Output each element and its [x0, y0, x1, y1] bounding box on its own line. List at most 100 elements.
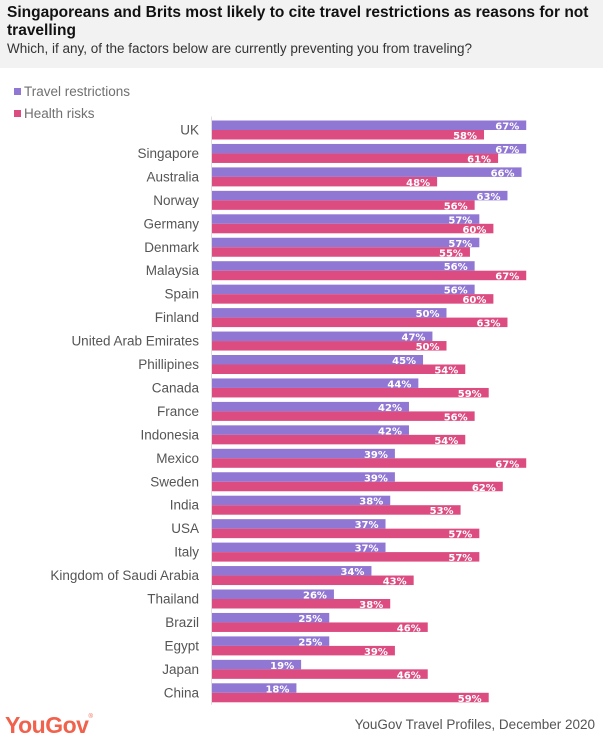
bar-health-risks — [212, 692, 489, 703]
chart-title: Singaporeans and Brits most likely to ci… — [7, 4, 589, 39]
category-label: Finland — [155, 310, 199, 325]
data-label: 50% — [416, 342, 440, 353]
data-label: 63% — [477, 192, 501, 203]
data-label: 18% — [265, 684, 289, 695]
data-label: 39% — [364, 450, 388, 461]
data-label: 54% — [434, 436, 458, 447]
bar-health-risks — [212, 434, 466, 445]
bar-travel-restrictions — [212, 448, 395, 459]
bar-health-risks — [212, 669, 428, 679]
data-label: 38% — [359, 497, 383, 508]
category-label: Phillipines — [138, 357, 199, 372]
bar-health-risks — [212, 645, 395, 656]
data-label: 19% — [270, 661, 294, 672]
data-label: 34% — [341, 567, 365, 578]
bar-travel-restrictions — [212, 612, 330, 623]
category-label: Kingdom of Saudi Arabia — [50, 568, 199, 583]
bar-travel-restrictions — [212, 542, 386, 553]
legend-item-health-risks: Health risks — [14, 102, 130, 124]
category-label: Australia — [146, 169, 199, 184]
data-label: 59% — [458, 389, 482, 400]
bar-health-risks — [212, 317, 508, 328]
bar-travel-restrictions — [212, 495, 391, 506]
data-label: 55% — [439, 248, 463, 259]
data-label: 54% — [434, 366, 458, 377]
category-label: Singapore — [137, 146, 199, 161]
category-label: Sweden — [150, 474, 199, 489]
bar-travel-restrictions — [212, 143, 527, 154]
legend-label: Health risks — [24, 105, 95, 121]
legend-item-travel-restrictions: Travel restrictions — [14, 80, 130, 102]
bar-health-risks — [212, 341, 447, 351]
category-label: United Arab Emirates — [71, 334, 199, 349]
legend-swatch-travel-restrictions — [14, 87, 21, 95]
data-label: 67% — [495, 145, 519, 156]
data-label: 57% — [448, 239, 472, 250]
source-note: YouGov Travel Profiles, December 2020 — [354, 717, 595, 732]
bar-travel-restrictions — [212, 355, 424, 365]
data-label: 26% — [303, 591, 327, 602]
category-label: Brazil — [165, 615, 199, 630]
logo-text: YouGov — [5, 712, 89, 738]
data-label: 56% — [444, 262, 468, 273]
bar-health-risks — [212, 552, 480, 562]
bar-travel-restrictions — [212, 120, 527, 130]
bar-travel-restrictions — [212, 331, 433, 342]
bar-travel-restrictions — [212, 683, 297, 693]
bar-health-risks — [212, 528, 480, 539]
bar-travel-restrictions — [212, 519, 386, 529]
category-label: China — [164, 685, 200, 700]
bar-health-risks — [212, 176, 438, 187]
bar-travel-restrictions — [212, 589, 334, 599]
bar-health-risks — [212, 505, 461, 515]
data-label: 60% — [462, 295, 486, 306]
bar-travel-restrictions — [212, 261, 475, 271]
category-label: Malaysia — [146, 263, 200, 278]
bar-health-risks — [212, 294, 494, 304]
data-label: 56% — [444, 201, 468, 212]
data-label: 37% — [355, 520, 379, 531]
data-label: 66% — [491, 168, 515, 179]
bar-health-risks — [212, 575, 414, 586]
bar-health-risks — [212, 411, 475, 421]
data-label: 42% — [378, 403, 402, 414]
data-label: 48% — [406, 178, 430, 189]
data-label: 50% — [416, 309, 440, 320]
chart-header: Singaporeans and Brits most likely to ci… — [0, 0, 603, 68]
data-label: 67% — [495, 122, 519, 133]
category-label: UK — [180, 123, 199, 138]
data-label: 25% — [298, 637, 322, 648]
data-label: 42% — [378, 426, 402, 437]
category-label: USA — [171, 521, 199, 536]
bar-health-risks — [212, 458, 527, 468]
bar-travel-restrictions — [212, 190, 508, 201]
bar-travel-restrictions — [212, 308, 447, 318]
yougov-logo: YouGov® — [5, 712, 93, 739]
data-label: 57% — [448, 215, 472, 226]
data-label: 46% — [397, 623, 421, 634]
data-label: 37% — [355, 544, 379, 555]
category-label: Indonesia — [140, 427, 199, 442]
category-label: Egypt — [164, 638, 199, 653]
bar-health-risks — [212, 387, 489, 398]
bar-travel-restrictions — [212, 167, 522, 177]
legend-label: Travel restrictions — [24, 83, 131, 99]
category-label: India — [170, 498, 200, 513]
data-label: 63% — [477, 319, 501, 330]
bar-travel-restrictions — [212, 237, 480, 248]
data-label: 62% — [472, 483, 496, 494]
data-label: 58% — [453, 131, 477, 142]
bar-health-risks — [212, 622, 428, 632]
chart-legend: Travel restrictions Health risks — [14, 80, 130, 124]
data-label: 43% — [383, 577, 407, 588]
bar-travel-restrictions — [212, 566, 372, 576]
category-label: France — [157, 404, 199, 419]
data-label: 67% — [495, 272, 519, 283]
bar-health-risks — [212, 599, 391, 609]
data-label: 53% — [430, 506, 454, 517]
category-label: Denmark — [144, 240, 199, 255]
bar-travel-restrictions — [212, 214, 480, 224]
legend-swatch-health-risks — [14, 109, 21, 117]
bar-travel-restrictions — [212, 284, 475, 295]
